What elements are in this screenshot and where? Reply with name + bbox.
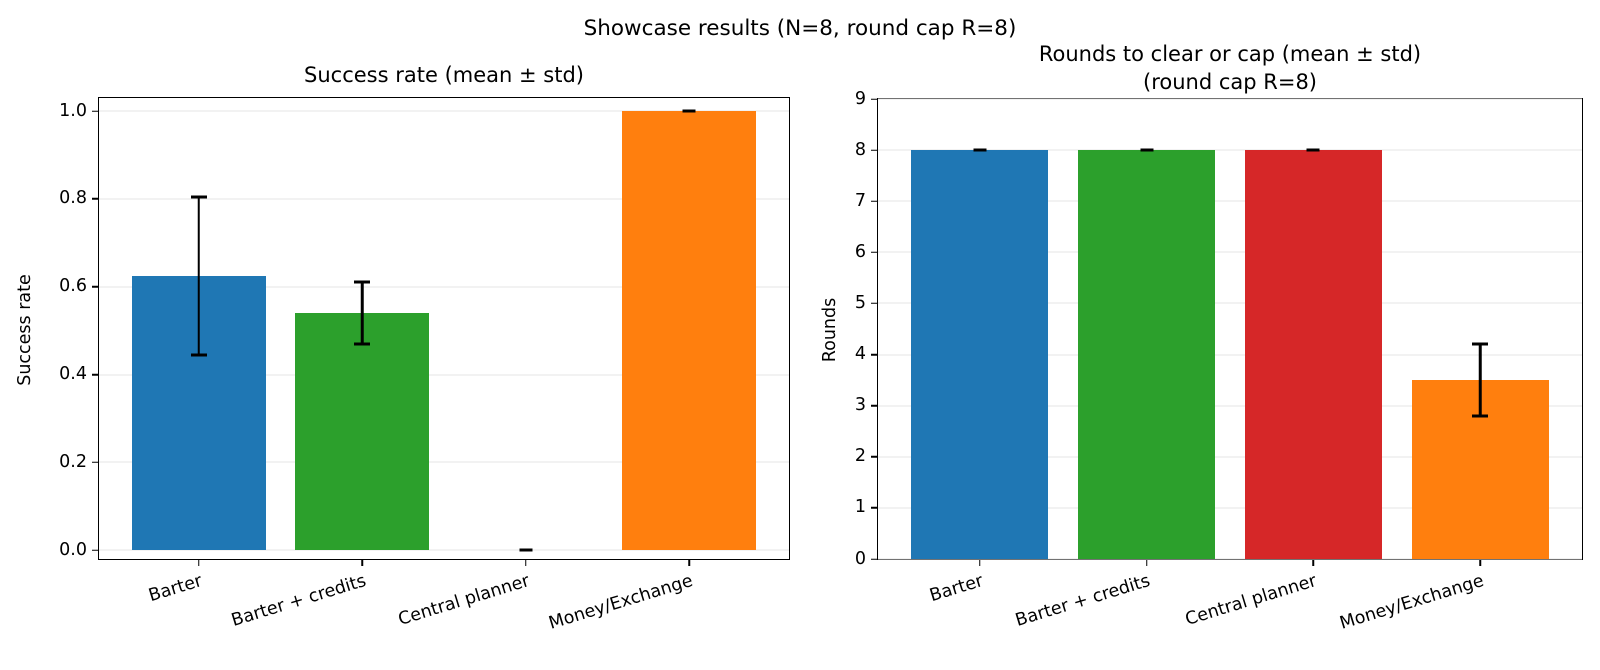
y-tick-label: 8: [854, 139, 866, 160]
errorbar-cap-money-exchange: [1472, 342, 1489, 346]
x-tick-mark-money-exchange: [688, 559, 691, 566]
gridline: [878, 149, 1582, 151]
gridline: [878, 558, 1582, 560]
errorbar-cap-barter-credits: [354, 280, 371, 284]
y-tick-mark: [871, 251, 878, 254]
gridline: [99, 549, 789, 551]
plot-area-success-rate: 0.0 0.2 0.4 0.6 0.8 1.0 Barter Barter + credits…: [59, 97, 790, 634]
y-tick-mark: [871, 302, 878, 305]
x-tick-mark-central-planner: [1312, 559, 1315, 566]
y-tick-mark: [871, 98, 878, 100]
errorbar-cap-barter: [190, 353, 207, 357]
x-tick-label-barter: Barter: [146, 571, 205, 607]
bar-central-planner: [1245, 150, 1382, 559]
gridline: [878, 200, 1582, 202]
y-tick-label: 0.2: [59, 451, 87, 472]
x-tick-mark-money-exchange: [1479, 559, 1482, 566]
gridline: [99, 286, 789, 288]
gridline: [878, 507, 1582, 509]
gridline: [99, 461, 789, 463]
y-tick-label: 1.0: [59, 100, 87, 121]
y-tick-label: 5: [854, 292, 866, 313]
plot-area-rounds: 0 1 2 3 4 5 6 7 8 9 Barter Barter + credits Central …: [855, 90, 1583, 634]
y-tick-mark: [871, 558, 878, 560]
bar-barter: [911, 150, 1049, 559]
y-tick-mark: [871, 507, 878, 509]
y-tick-mark: [92, 549, 99, 551]
x-tick-mark-central-planner: [525, 559, 527, 566]
gridline: [878, 354, 1582, 356]
gridline: [878, 405, 1582, 407]
y-tick-label: 9: [854, 88, 866, 109]
y-tick-label: 6: [854, 241, 866, 262]
x-tick-label-barter-credits: Barter + credits: [228, 571, 369, 631]
bar-barter-credits: [295, 313, 430, 551]
x-tick-label-central-planner: Central planner: [395, 571, 532, 630]
x-tick-label-money-exchange: Money/Exchange: [1337, 571, 1487, 634]
errorbar-cap-barter: [190, 195, 207, 199]
errorbar-cap-money-exchange: [1472, 414, 1489, 418]
y-tick-label: 0.8: [59, 188, 87, 209]
y-tick-label: 7: [854, 190, 866, 211]
gridline: [99, 374, 789, 376]
errorbar-cap-central-planner: [519, 548, 533, 552]
gridline: [878, 98, 1582, 100]
y-tick-mark: [92, 373, 99, 376]
x-tick-label-barter: Barter: [927, 571, 986, 607]
errorbar-barter-credits: [360, 282, 364, 344]
y-axis-label-rounds: Rounds: [820, 297, 840, 363]
bar-money-exchange: [622, 111, 757, 551]
x-tick-label-central-planner: Central planner: [1183, 571, 1320, 630]
gridline: [99, 110, 789, 112]
chart-title-rounds: Rounds to clear or cap (mean ± std) (rou…: [1038, 42, 1422, 94]
x-tick-mark-barter-credits: [361, 559, 363, 566]
y-tick-mark: [92, 286, 99, 288]
y-tick-mark: [871, 404, 878, 407]
gridline: [878, 251, 1582, 253]
errorbar-barter: [197, 196, 200, 355]
y-tick-label: 1: [854, 497, 866, 518]
x-tick-label-barter-credits: Barter + credits: [1012, 571, 1153, 631]
errorbar-cap-barter: [973, 148, 987, 152]
y-tick-mark: [871, 353, 878, 356]
x-tick-mark-barter-credits: [1145, 559, 1148, 566]
gridline: [878, 456, 1582, 458]
errorbar-cap-barter-credits: [1140, 148, 1154, 152]
y-tick-mark: [92, 110, 99, 112]
gridline: [878, 302, 1582, 304]
x-tick-mark-barter: [197, 559, 200, 566]
bar-barter-credits: [1078, 150, 1215, 559]
errorbar-cap-barter-credits: [354, 342, 371, 346]
y-tick-label: 2: [854, 446, 866, 467]
y-tick-mark: [871, 149, 878, 151]
y-tick-mark: [92, 461, 99, 464]
gridline: [99, 198, 789, 200]
y-tick-label: 3: [854, 394, 866, 415]
y-tick-label: 0.6: [59, 276, 87, 297]
x-tick-mark-barter: [978, 559, 981, 566]
y-tick-mark: [92, 198, 99, 200]
y-tick-label: 0: [854, 548, 866, 569]
x-tick-label-money-exchange: Money/Exchange: [546, 571, 696, 634]
y-tick-label: 0.4: [59, 363, 87, 384]
errorbar-money-exchange: [1479, 344, 1482, 416]
chart-title-success-rate: Success rate (mean ± std): [304, 63, 584, 87]
y-tick-label: 4: [854, 343, 866, 364]
figure-suptitle: Showcase results (N=8, round cap R=8): [583, 16, 1017, 41]
y-tick-label: 0.0: [59, 539, 87, 560]
errorbar-cap-central-planner: [1306, 148, 1320, 152]
y-tick-mark: [871, 200, 878, 202]
y-axis-label-success-rate: Success rate: [15, 274, 35, 386]
errorbar-cap-money-exchange: [682, 109, 696, 113]
y-tick-mark: [871, 456, 878, 458]
